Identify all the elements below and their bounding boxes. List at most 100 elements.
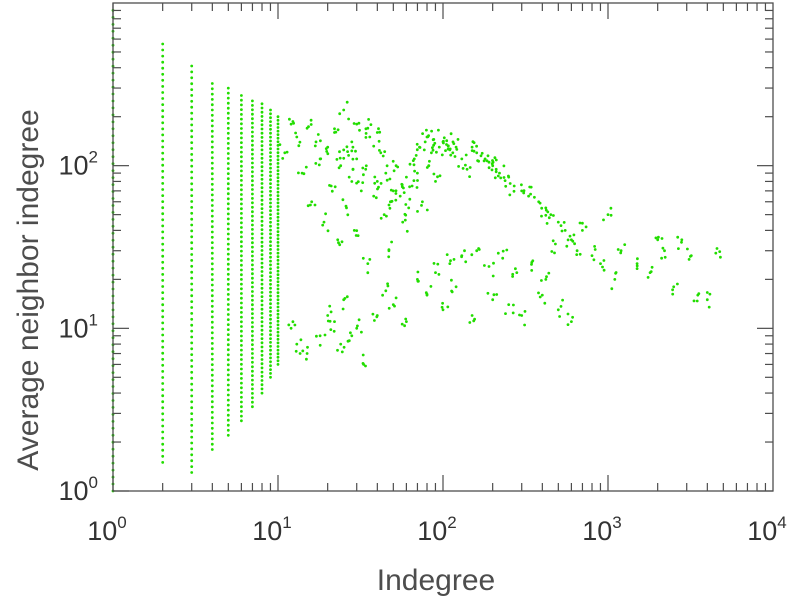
data-point (161, 454, 165, 458)
data-point (623, 243, 627, 247)
data-point (251, 117, 254, 121)
data-point (470, 145, 474, 149)
data-point (260, 136, 264, 139)
data-point (314, 140, 318, 144)
data-point (190, 412, 194, 415)
data-point (415, 186, 419, 189)
data-point (430, 151, 433, 155)
data-point (226, 303, 230, 306)
data-point (240, 391, 243, 394)
data-point (260, 374, 264, 378)
data-point (190, 465, 194, 468)
data-point (680, 238, 684, 242)
data-point (276, 251, 280, 255)
data-point (364, 167, 368, 171)
data-point (269, 240, 272, 244)
data-point (190, 94, 194, 97)
data-point (240, 259, 243, 262)
data-point (515, 271, 519, 274)
data-point (251, 298, 254, 302)
data-point (260, 295, 264, 298)
data-point (251, 241, 254, 245)
data-point (276, 327, 280, 330)
data-point (240, 249, 243, 253)
data-point (260, 345, 264, 349)
data-point (660, 237, 664, 240)
data-point (491, 164, 495, 168)
data-point (347, 339, 351, 343)
data-point (276, 237, 280, 241)
data-point (226, 121, 230, 125)
data-point (260, 140, 264, 143)
data-point (269, 178, 272, 182)
data-point (251, 232, 254, 236)
data-point (276, 319, 280, 323)
data-point (240, 240, 243, 244)
data-point (554, 242, 557, 246)
data-point (276, 223, 280, 226)
data-point (260, 131, 264, 135)
data-point (240, 216, 243, 220)
data-point (357, 318, 361, 322)
data-point (161, 321, 165, 325)
data-point (251, 267, 254, 271)
data-point (708, 292, 712, 296)
data-point (472, 149, 476, 153)
data-point (435, 150, 438, 154)
data-point (226, 423, 230, 427)
data-point (240, 117, 243, 121)
data-point (468, 166, 472, 169)
data-point (676, 235, 680, 239)
x-tick-label: 103 (582, 513, 622, 546)
data-point (161, 357, 165, 361)
data-point (276, 241, 280, 244)
data-point (210, 357, 214, 361)
data-point (251, 387, 254, 391)
data-point (190, 200, 194, 203)
data-point (190, 141, 194, 145)
data-point (251, 130, 254, 134)
data-point (190, 323, 194, 327)
data-point (260, 203, 264, 206)
data-point (251, 236, 254, 240)
data-point (269, 329, 272, 333)
data-point (361, 181, 365, 185)
data-point (578, 221, 582, 225)
data-point (251, 316, 254, 320)
data-point (190, 400, 194, 404)
data-point (210, 230, 214, 234)
data-point (260, 379, 264, 382)
data-point (226, 323, 230, 326)
data-point (487, 265, 491, 268)
data-point (269, 302, 272, 306)
data-point (352, 229, 356, 232)
data-point (276, 230, 280, 234)
data-point (269, 364, 272, 368)
data-point (449, 132, 453, 136)
data-point (161, 273, 165, 276)
data-point (240, 122, 243, 126)
data-point (294, 131, 297, 135)
data-point (276, 129, 280, 133)
data-point (210, 177, 214, 181)
data-point (329, 310, 333, 314)
data-point (453, 155, 457, 158)
data-point (269, 251, 272, 255)
data-point (260, 387, 264, 391)
data-point (523, 310, 527, 313)
data-point (269, 321, 272, 325)
data-point (298, 352, 302, 355)
data-point (276, 140, 280, 144)
data-point (260, 110, 264, 114)
data-point (449, 259, 452, 263)
data-point (210, 278, 214, 282)
data-point (314, 162, 318, 165)
data-point (415, 142, 419, 146)
data-point (240, 108, 243, 111)
data-point (251, 338, 254, 342)
data-point (161, 370, 165, 373)
data-point (260, 115, 264, 118)
data-point (251, 152, 254, 156)
data-point (251, 112, 254, 116)
data-point (556, 308, 560, 312)
